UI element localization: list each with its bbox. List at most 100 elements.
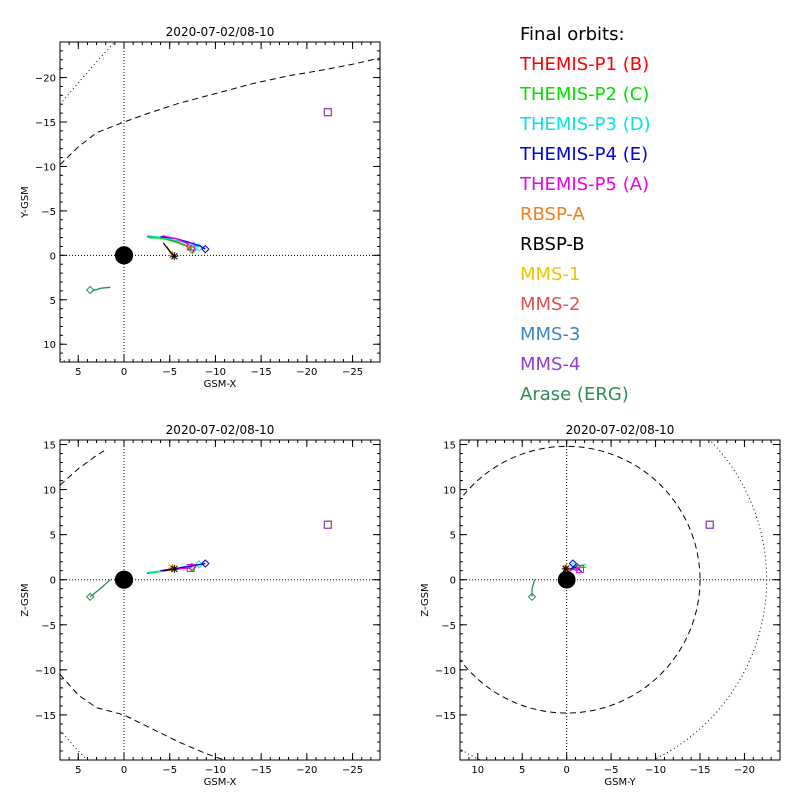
position-marker-square [323, 108, 332, 117]
x-tick-label: −10 [205, 367, 226, 378]
x-tick-label: 10 [471, 765, 484, 776]
x-tick-label: −20 [296, 367, 317, 378]
plot-title: 2020-07-02/08-10 [166, 423, 275, 437]
position-marker-square [323, 108, 332, 117]
legend-entry: RBSP-B [520, 234, 585, 255]
x-tick-label: 0 [563, 765, 569, 776]
position-marker-star [170, 564, 179, 573]
legend-entry: RBSP-A [520, 204, 585, 225]
position-marker-square [323, 520, 332, 529]
earth-disk [557, 570, 576, 589]
y-axis-label: Z-GSM [420, 583, 431, 616]
plot-panel-bottom-xz: 2020-07-02/08-10 5 0 −5 −10 −15 −20 −25 15 10 5 0 −5… [20, 423, 381, 788]
x-tick-label: −25 [342, 367, 363, 378]
orbit-track [569, 566, 583, 573]
position-marker-square [323, 520, 332, 529]
y-tick-label: 0 [50, 576, 56, 587]
plot-panel-bottom-yz: 2020-07-02/08-10 10 5 0 −5 −10 −15 −20 15 10 5 0 −5 −… [420, 423, 781, 788]
magnetopause-circle [460, 445, 701, 714]
legend-entry: MMS-3 [520, 324, 581, 345]
y-tick-label: 10 [43, 340, 56, 351]
position-marker-square [186, 564, 195, 572]
star-stroke [170, 252, 178, 260]
legend-entry: THEMIS-P2 (C) [520, 84, 650, 105]
position-marker-diamond [85, 285, 95, 295]
legend: Final orbits: THEMIS-P1 (B) THEMIS-P2 (C)… [520, 20, 651, 410]
position-marker-square [186, 242, 195, 251]
position-marker-square [705, 520, 714, 529]
position-marker-diamond [568, 559, 578, 568]
y-tick-label: 0 [450, 576, 456, 587]
position-marker-star [561, 564, 570, 573]
y-tick-label: 5 [50, 531, 56, 542]
position-marker-square [576, 564, 584, 573]
star-stroke [170, 565, 178, 573]
y-tick-label: −20 [35, 74, 56, 85]
y-tick-label: 5 [450, 531, 456, 542]
y-tick-label: −5 [41, 621, 56, 632]
bow-shock-curve [60, 729, 88, 760]
position-marker-diamond [188, 245, 197, 255]
earth-disk [114, 246, 134, 265]
position-marker-diamond [527, 592, 537, 602]
y-tick-label: 10 [443, 486, 456, 497]
position-marker-square [323, 520, 332, 529]
legend-entry: MMS-1 [520, 264, 581, 285]
x-tick-label: −25 [342, 765, 363, 776]
plot-title: 2020-07-02/08-10 [166, 25, 275, 39]
magnetopause-curve [60, 449, 106, 486]
position-marker-diamond [201, 244, 210, 254]
position-marker-square [323, 108, 332, 117]
x-tick-label: −20 [296, 765, 317, 776]
bow-shock-circle [460, 440, 768, 760]
x-tick-label: −10 [205, 765, 226, 776]
position-marker-diamond [194, 560, 204, 569]
orbit-track [569, 567, 581, 572]
legend-entry: THEMIS-P3 (D) [520, 114, 651, 135]
x-tick-label: 5 [519, 765, 525, 776]
plot-area [60, 440, 380, 760]
magnetopause-curve [60, 57, 380, 166]
position-marker-square [323, 520, 332, 529]
y-tick-label: −15 [35, 711, 56, 722]
legend-entry: THEMIS-P1 (B) [520, 54, 650, 75]
x-tick-label: −5 [162, 367, 177, 378]
x-tick-label: −20 [734, 765, 755, 776]
y-tick-label: −15 [35, 118, 56, 129]
orbit-track [531, 579, 536, 597]
plot-panel-top-xy: 2020-07-02/08-10 5 0 −5 −10 −15 −20 −25 10 5 0 −5 −1… [20, 25, 381, 390]
x-tick-label: 0 [121, 367, 127, 378]
star-stroke [562, 565, 570, 573]
position-marker-square [705, 520, 714, 529]
orbit-track [91, 286, 111, 292]
position-marker-diamond [201, 559, 210, 568]
x-tick-label: −10 [645, 765, 666, 776]
x-axis-label: GSM-X [204, 777, 237, 788]
y-axis-label: Z-GSM [20, 583, 31, 616]
legend-entry: MMS-2 [520, 294, 581, 315]
plot-frame [59, 439, 381, 761]
x-tick-label: 0 [121, 765, 127, 776]
y-tick-label: 0 [50, 251, 56, 262]
legend-entry: THEMIS-P4 (E) [520, 144, 649, 165]
position-marker-star [170, 252, 179, 261]
legend-entry: Arase (ERG) [520, 384, 629, 405]
plot-title: 2020-07-02/08-10 [566, 423, 675, 437]
x-tick-label: −15 [251, 765, 272, 776]
orbit-track [147, 235, 200, 248]
earth-disk [114, 570, 134, 589]
magnetopause-curve [60, 674, 225, 760]
legend-entry: MMS-4 [520, 354, 581, 375]
y-tick-label: 5 [50, 296, 56, 307]
y-tick-label: −15 [435, 711, 456, 722]
orbit-track [89, 579, 111, 598]
y-tick-label: −5 [441, 621, 456, 632]
y-axis-label: Y-GSM [20, 186, 31, 219]
position-marker-square [705, 520, 714, 529]
x-tick-label: 5 [75, 367, 81, 378]
x-tick-label: −15 [251, 367, 272, 378]
x-tick-label: −5 [604, 765, 619, 776]
legend-entry: THEMIS-P5 (A) [520, 174, 650, 195]
y-tick-label: −5 [41, 207, 56, 218]
